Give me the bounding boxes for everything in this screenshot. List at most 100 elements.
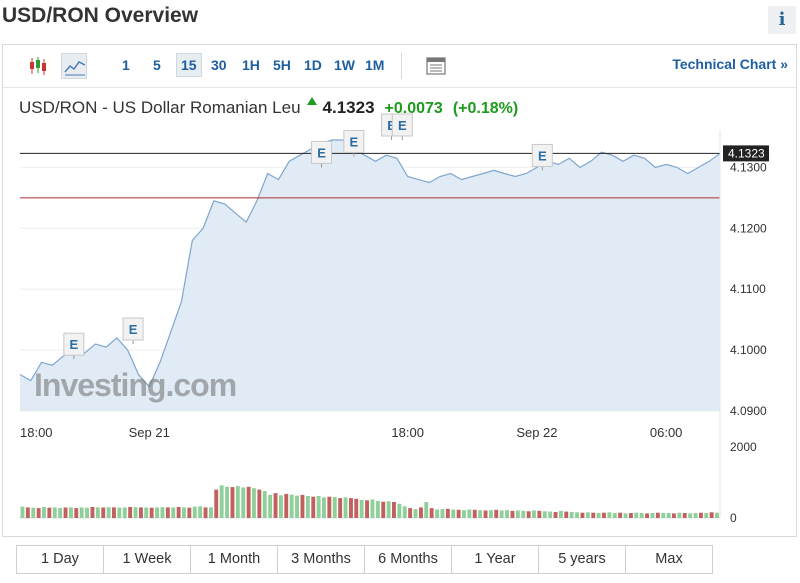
volume-bar [300,494,305,518]
range-3-months[interactable]: 3 Months [278,546,365,573]
volume-bar [305,496,310,518]
interval-1[interactable]: 1 [122,57,130,73]
price-chart[interactable]: 4.09004.10004.11004.12004.13004.132318:0… [0,0,800,540]
volume-bar [532,510,536,518]
volume-bar [133,507,138,518]
candlestick-icon[interactable] [25,53,51,79]
volume-bar [128,507,133,518]
volume-bar [85,507,89,518]
volume-bar [472,509,477,518]
event-marker-label: E [350,134,359,149]
volume-bar [160,507,165,518]
info-button[interactable]: i [768,6,796,34]
range-1-month[interactable]: 1 Month [191,546,278,573]
volume-bar [462,510,466,518]
volume-bar [235,486,240,518]
event-marker[interactable] [391,113,413,137]
volume-bar [709,512,714,518]
volume-bar [257,489,262,518]
volume-bar [246,486,251,518]
interval-30[interactable]: 30 [211,57,227,73]
range-1-week[interactable]: 1 Week [104,546,191,573]
volume-bar [192,506,197,518]
volume-bar [402,506,407,518]
volume-bar [408,508,413,518]
volume-bar [655,512,660,518]
volume-bar [440,509,445,518]
volume-bar [176,507,181,518]
volume-bar [187,507,192,518]
volume-bar [499,510,504,518]
volume-bar [645,513,649,518]
volume-bar [182,507,186,519]
technical-chart-link[interactable]: Technical Chart » [672,56,788,72]
volume-bar [478,510,483,518]
range-1-year[interactable]: 1 Year [452,546,539,573]
y-tick-label: 4.1300 [730,160,767,174]
volume-bar [515,510,520,518]
event-marker[interactable] [63,332,85,356]
event-marker[interactable] [343,129,365,153]
volume-bar [284,493,289,518]
volume-bar [42,507,46,518]
volume-bar [548,511,553,518]
volume-bar [149,507,154,518]
volume-bar [268,494,273,518]
event-marker-label: E [538,148,547,163]
y-tick-label: 4.0900 [730,404,767,418]
volume-bar [47,507,52,518]
chart-panel: 1 5 15 30 1H 5H 1D 1W 1M Technical Chart… [2,44,797,537]
volume-bar [69,507,73,519]
volume-bar [117,507,122,518]
volume-bar [715,512,719,518]
volume-bar [214,489,219,518]
y-tick-label: 4.1200 [730,221,767,235]
interval-15[interactable]: 15 [176,53,202,77]
volume-bar [602,512,606,518]
interval-5[interactable]: 5 [153,57,161,73]
volume-bar [74,508,79,518]
x-tick-label: 06:00 [650,425,683,440]
volume-bar [295,495,299,518]
interval-1m[interactable]: 1M [365,57,385,73]
range-max[interactable]: Max [626,546,712,573]
volume-bar [612,513,617,518]
table-view-icon[interactable] [423,53,449,79]
interval-5h[interactable]: 5H [273,57,291,73]
volume-bar [349,498,353,518]
x-tick-label: 18:00 [391,425,424,440]
event-marker[interactable] [122,317,144,341]
volume-bar [155,507,159,519]
volume-bar [424,502,429,518]
volume-bar [122,507,127,519]
volume-bar [564,511,569,518]
volume-bar [289,494,294,518]
volume-bar [596,513,601,518]
event-marker[interactable] [531,143,553,167]
volume-bar [559,510,563,518]
interval-1h[interactable]: 1H [242,57,260,73]
current-price-badge [723,145,769,162]
y-tick-label: 4.1100 [730,282,766,296]
interval-1d[interactable]: 1D [304,57,322,73]
price-change: +0.0073 [384,100,443,117]
volume-bar [386,501,391,518]
volume-bar [429,508,434,518]
range-6-months[interactable]: 6 Months [365,546,452,573]
volume-bar [58,507,63,518]
volume-bar [381,501,386,518]
volume-bar [639,513,644,518]
range-1-day[interactable]: 1 Day [17,546,104,573]
event-marker-label: E [398,118,407,133]
event-marker-label: E [129,322,138,337]
interval-1w[interactable]: 1W [334,57,355,73]
x-tick-label: 18:00 [20,425,53,440]
range-5-years[interactable]: 5 years [539,546,626,573]
line-chart-icon[interactable] [61,53,87,79]
volume-bar [580,512,585,518]
volume-bar [623,513,628,518]
volume-bar [494,509,499,518]
volume-bar [677,512,682,518]
event-marker[interactable] [311,140,333,164]
range-tabs: 1 Day 1 Week 1 Month 3 Months 6 Months 1… [16,545,713,574]
